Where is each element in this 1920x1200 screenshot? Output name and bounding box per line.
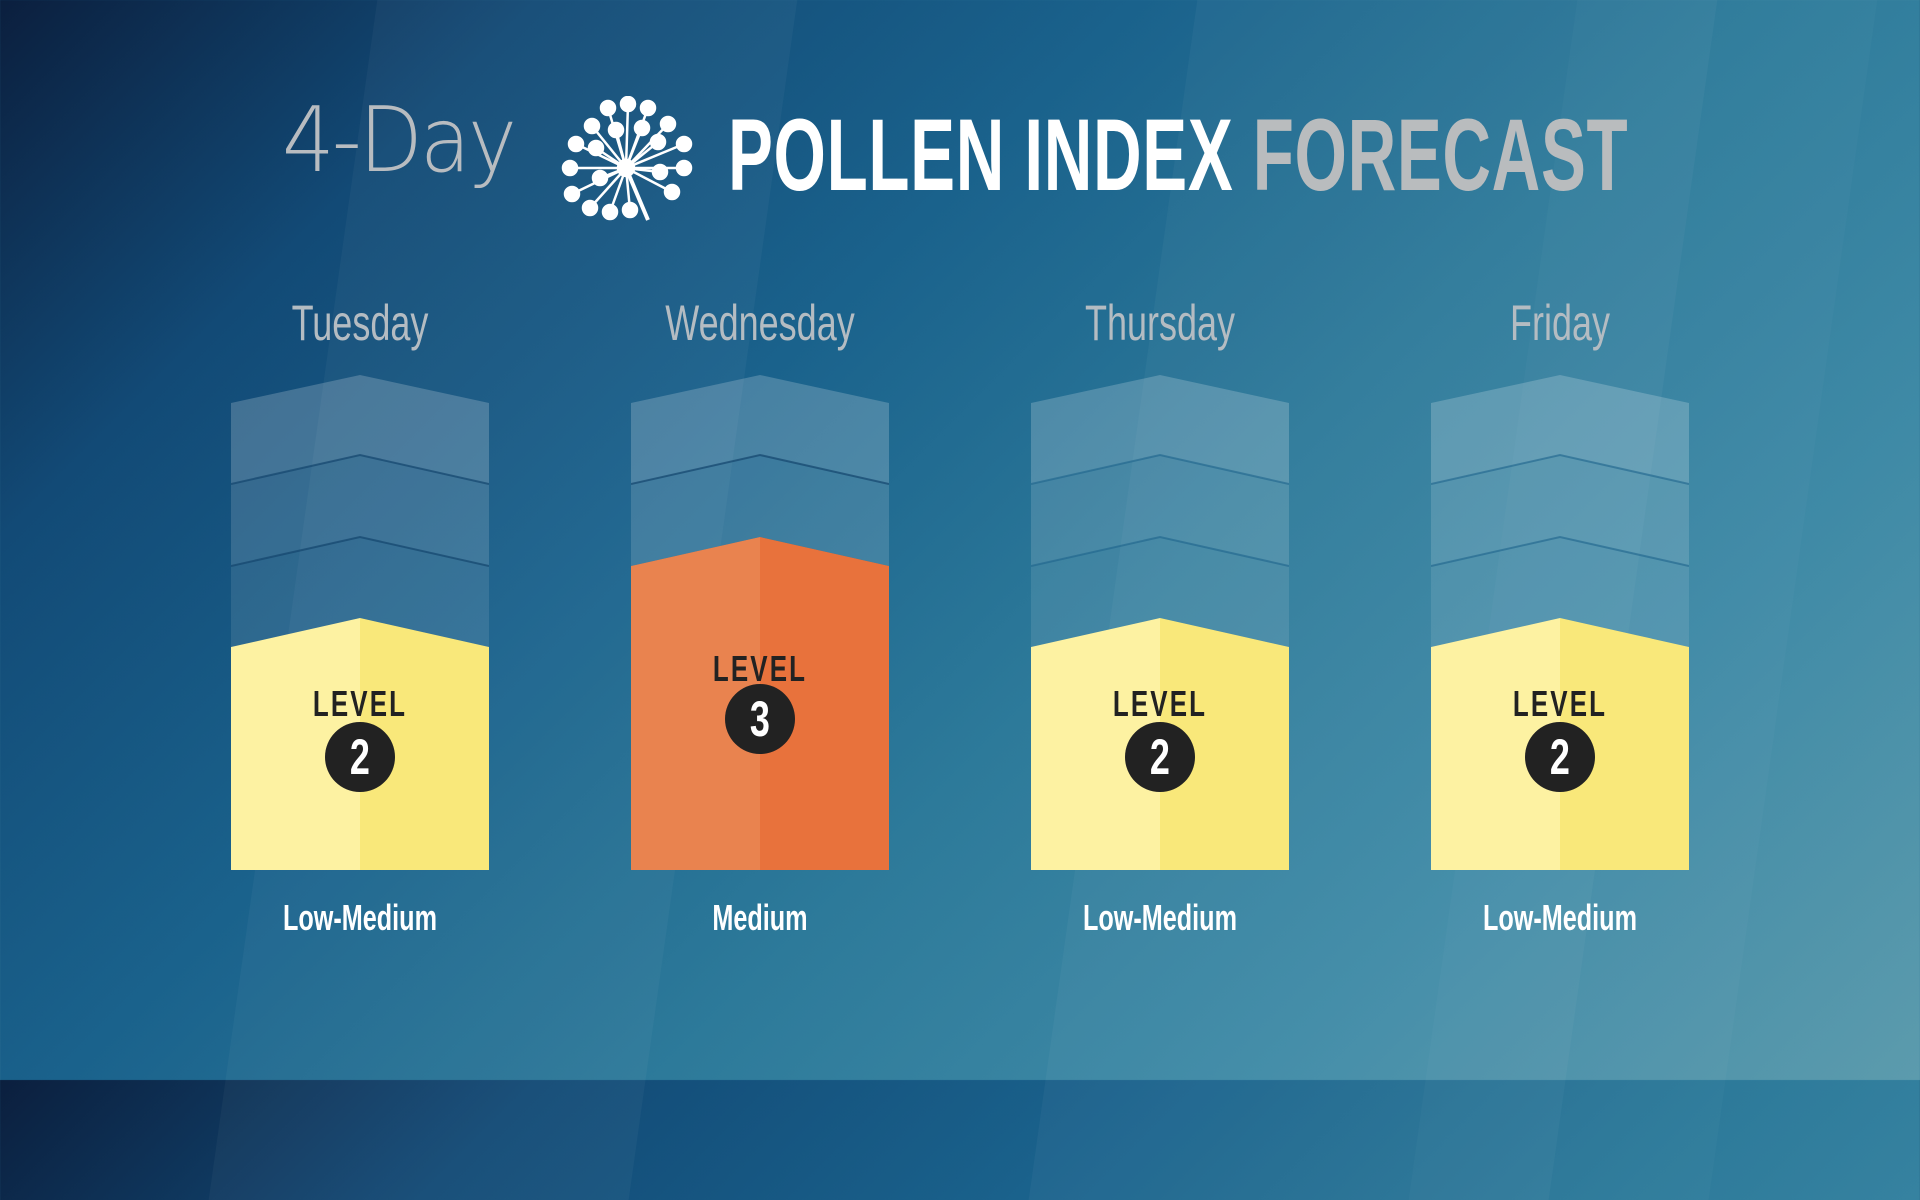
level-description: Medium xyxy=(712,897,808,938)
level-value: 2 xyxy=(1149,729,1171,785)
level-badge: 2 xyxy=(325,722,395,792)
level-value: 3 xyxy=(749,691,771,747)
level-badge: 2 xyxy=(1525,722,1595,792)
dandelion-icon xyxy=(561,96,693,221)
level-gauge xyxy=(231,375,489,870)
level-label: LEVEL xyxy=(712,648,808,689)
day-name: Friday xyxy=(1509,295,1611,351)
day-name: Wednesday xyxy=(665,295,855,351)
level-label: LEVEL xyxy=(1112,683,1208,724)
level-gauge xyxy=(1431,375,1689,870)
day-name: Tuesday xyxy=(291,295,429,351)
level-value: 2 xyxy=(1549,729,1571,785)
level-badge: 3 xyxy=(725,684,795,754)
level-label: LEVEL xyxy=(312,683,408,724)
level-label: LEVEL xyxy=(1512,683,1608,724)
day-name: Thursday xyxy=(1084,295,1236,351)
level-gauge xyxy=(1031,375,1289,870)
level-gauge xyxy=(631,375,889,870)
title-suffix: FORECAST xyxy=(1252,98,1629,212)
title-prefix: 4-Day xyxy=(282,88,517,193)
level-value: 2 xyxy=(349,729,371,785)
level-description: Low-Medium xyxy=(1483,897,1637,938)
level-badge: 2 xyxy=(1125,722,1195,792)
title-highlight: POLLEN INDEX xyxy=(728,98,1234,212)
title-main: POLLEN INDEX FORECAST xyxy=(728,104,1628,206)
level-description: Low-Medium xyxy=(283,897,437,938)
level-description: Low-Medium xyxy=(1083,897,1237,938)
